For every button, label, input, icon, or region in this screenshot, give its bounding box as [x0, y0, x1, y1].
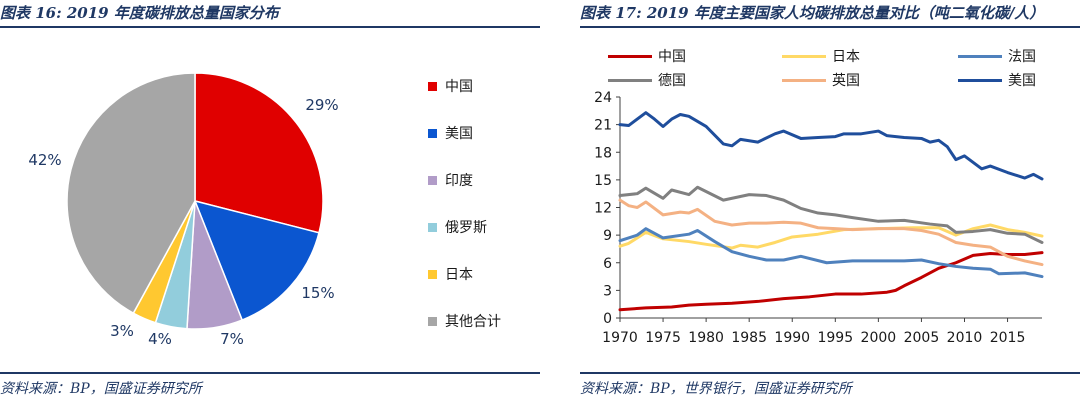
- pie-legend-item-5: 其他合计: [428, 311, 501, 331]
- series-line-1: [618, 223, 1044, 250]
- y-tick-label-7: 21: [594, 118, 612, 134]
- y-tick-label-2: 6: [603, 256, 612, 272]
- pie-legend-swatch-5: [428, 316, 437, 326]
- pie-legend-label-3: 俄罗斯: [445, 220, 487, 236]
- series-line-5: [618, 111, 1044, 181]
- line-source-divider: [580, 372, 1080, 374]
- x-tick-label-2: 1980: [688, 330, 724, 346]
- line-legend-swatch-2: [958, 54, 1002, 58]
- x-tick-label-7: 2005: [904, 330, 940, 346]
- pie-legend-item-3: 俄罗斯: [428, 217, 487, 237]
- pie-legend-label-4: 日本: [445, 267, 473, 283]
- line-legend-item-1: 日本: [782, 46, 860, 66]
- pie-legend-swatch-1: [428, 128, 437, 138]
- line-legend-swatch-1: [782, 54, 826, 58]
- line-legend-swatch-3: [608, 78, 652, 82]
- x-tick-label-3: 1985: [731, 330, 767, 346]
- line-legend-label-2: 法国: [1008, 49, 1036, 65]
- x-tick-label-8: 2010: [947, 330, 983, 346]
- pie-legend-item-4: 日本: [428, 264, 473, 284]
- line-legend-label-5: 美国: [1008, 73, 1036, 89]
- pie-legend-item-2: 印度: [428, 170, 473, 190]
- y-tick-label-6: 18: [594, 145, 612, 161]
- line-legend-item-4: 英国: [782, 70, 860, 90]
- series-line-3: [618, 185, 1044, 244]
- line-legend-swatch-0: [608, 54, 652, 58]
- pie-data-label-3: 4%: [148, 330, 172, 348]
- x-tick-label-1: 1975: [645, 330, 681, 346]
- pie-slice-5: [66, 72, 196, 315]
- x-tick-label-9: 2015: [990, 330, 1026, 346]
- x-tick-label-6: 2000: [861, 330, 897, 346]
- line-legend-label-0: 中国: [658, 49, 686, 65]
- y-tick-label-4: 12: [594, 201, 612, 217]
- line-legend-item-0: 中国: [608, 46, 686, 66]
- pie-legend-label-5: 其他合计: [445, 314, 501, 330]
- line-legend-item-3: 德国: [608, 70, 686, 90]
- x-tick-label-0: 1970: [602, 330, 638, 346]
- pie-legend-item-0: 中国: [428, 76, 473, 96]
- pie-legend-swatch-4: [428, 269, 437, 279]
- pie-panel: 图表 16: 2019 年度碳排放总量国家分布 29% 15% 7% 4% 3% 42% …: [0, 4, 540, 397]
- line-legend-label-4: 英国: [832, 73, 860, 89]
- pie-data-label-4: 3%: [110, 322, 134, 340]
- pie-legend-swatch-0: [428, 81, 437, 91]
- line-legend-label-3: 德国: [658, 73, 686, 89]
- series-line-4: [618, 198, 1044, 267]
- pie-data-label-5: 42%: [28, 151, 61, 169]
- line-legend-swatch-4: [782, 78, 826, 82]
- pie-slice-1: [193, 199, 320, 321]
- line-chart: 0 3 6 9 12 15 18 21 24 1970 1975 1980 1985 1990 1995 20…: [594, 90, 1044, 346]
- x-tick-label-4: 1990: [774, 330, 810, 346]
- line-panel: 图表 17: 2019 年度主要国家人均碳排放总量对比（吨二氧化碳/人） 中国 日…: [580, 0, 1080, 402]
- pie-legend-label-2: 印度: [445, 173, 473, 189]
- pie-data-label-1: 15%: [301, 284, 334, 302]
- y-tick-label-5: 15: [594, 173, 612, 189]
- pie-legend-swatch-2: [428, 175, 437, 185]
- pie-title-divider: [0, 26, 540, 28]
- pie-data-label-0: 29%: [305, 96, 338, 114]
- pie-chart: 29% 15% 7% 4% 3% 42%: [28, 72, 339, 348]
- y-tick-label-0: 0: [603, 311, 612, 327]
- line-title-divider: [580, 26, 1080, 28]
- pie-chart-source: 资料来源：BP，国盛证券研究所: [0, 381, 202, 397]
- pie-source-divider: [0, 372, 540, 374]
- line-legend-item-5: 美国: [958, 70, 1036, 90]
- line-legend-swatch-5: [958, 78, 1002, 82]
- y-tick-label-3: 9: [603, 228, 612, 244]
- pie-chart-title: 图表 16: 2019 年度碳排放总量国家分布: [0, 4, 279, 22]
- y-tick-label-8: 24: [594, 90, 612, 106]
- line-legend-item-2: 法国: [958, 46, 1036, 66]
- pie-legend-swatch-3: [428, 222, 437, 232]
- x-tick-label-5: 1995: [817, 330, 853, 346]
- line-chart-source: 资料来源：BP，世界银行，国盛证券研究所: [580, 381, 852, 397]
- series-line-0: [618, 251, 1044, 312]
- series-line-2: [618, 227, 1044, 279]
- line-chart-title: 图表 17: 2019 年度主要国家人均碳排放总量对比（吨二氧化碳/人）: [580, 4, 1045, 22]
- pie-legend-label-0: 中国: [445, 79, 473, 95]
- pie-legend-item-1: 美国: [428, 123, 473, 143]
- pie-slice-0: [194, 72, 324, 234]
- line-legend-label-1: 日本: [832, 49, 860, 65]
- pie-data-label-2: 7%: [220, 330, 244, 348]
- y-tick-label-1: 3: [603, 283, 612, 299]
- pie-legend-label-1: 美国: [445, 126, 473, 142]
